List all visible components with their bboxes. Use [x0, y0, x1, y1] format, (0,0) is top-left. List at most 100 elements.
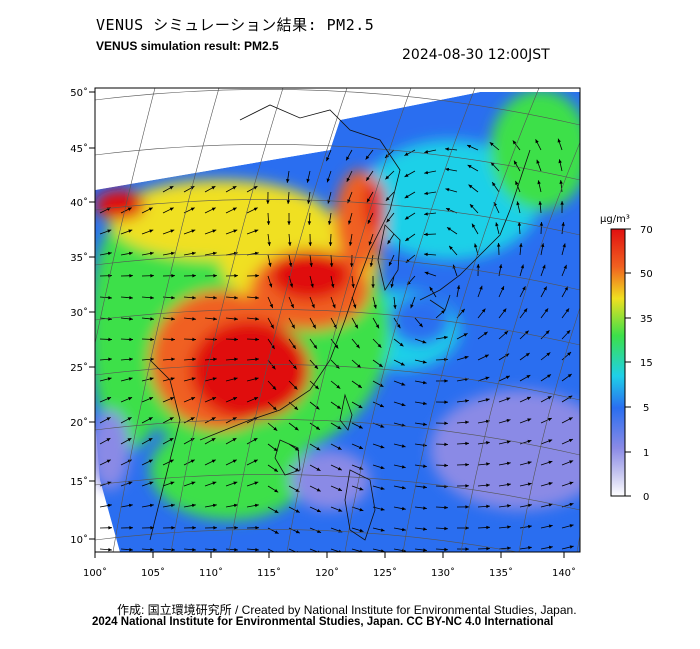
wind-arrowhead	[213, 357, 217, 362]
wind-arrowhead	[192, 274, 196, 278]
wind-arrowhead	[548, 545, 553, 550]
wind-arrowhead	[171, 547, 175, 552]
wind-arrowhead	[255, 317, 259, 321]
wind-arrowhead	[107, 229, 112, 233]
wind-arrowhead	[169, 207, 174, 211]
wind-arrowhead	[485, 376, 490, 380]
wind-arrowhead	[329, 263, 334, 267]
wind-arrowhead	[171, 274, 175, 278]
wind-arrowhead	[422, 380, 427, 385]
wind-arrowhead	[546, 352, 551, 357]
wind-arrowhead	[348, 220, 352, 225]
wind-arrowhead	[316, 508, 321, 513]
wind-arrowhead	[192, 295, 196, 300]
wind-arrowhead	[359, 445, 363, 449]
wind-arrowhead	[444, 357, 448, 362]
wind-arrowhead	[234, 274, 238, 278]
wind-arrowhead	[422, 401, 427, 406]
pm25-map: 100˚ 105˚ 110˚ 115˚ 120˚ 125˚ 130˚ 135˚ …	[70, 87, 652, 579]
wind-arrowhead	[273, 427, 278, 431]
wind-arrowhead	[148, 459, 153, 463]
wind-arrowhead	[212, 397, 217, 401]
wind-arrowhead	[540, 243, 545, 248]
wind-arrowhead	[338, 487, 343, 491]
wind-arrowhead	[526, 375, 531, 379]
wind-arrowhead	[326, 157, 330, 162]
wind-arrowhead	[348, 241, 353, 246]
wind-arrowhead	[316, 467, 321, 471]
wind-arrowhead	[424, 212, 428, 216]
wind-arrowhead	[401, 382, 406, 386]
wind-arrowhead	[192, 337, 196, 342]
wind-arrowhead	[506, 461, 511, 466]
lat-label-30: 30˚	[70, 307, 88, 319]
wind-arrowhead	[369, 262, 374, 267]
wind-arrowhead	[316, 446, 321, 451]
wind-arrowhead	[548, 460, 553, 465]
wind-arrowhead	[380, 424, 385, 428]
wind-arrowhead	[149, 481, 154, 485]
wind-arrowhead	[274, 488, 279, 493]
wind-arrowhead	[471, 223, 476, 228]
wind-arrowhead	[255, 357, 259, 362]
meridian-line	[228, 88, 348, 552]
wind-arrowhead	[359, 507, 364, 512]
colorbar-label-0: 0	[643, 492, 649, 503]
wind-arrowhead	[233, 503, 238, 508]
graticule	[95, 88, 580, 552]
wind-arrowhead	[149, 397, 154, 401]
wind-arrowhead	[386, 218, 391, 223]
wind-arrowhead	[306, 178, 310, 183]
wind-arrowhead	[528, 546, 532, 550]
title-english: VENUS simulation result: PM2.5	[96, 39, 279, 53]
wind-arrowhead	[294, 406, 299, 410]
wind-arrowhead	[234, 317, 238, 321]
wind-arrowhead	[524, 330, 529, 335]
wind-arrowhead	[564, 286, 568, 291]
wind-arrowhead	[129, 547, 133, 552]
wind-arrowhead	[106, 459, 111, 463]
wind-arrowhead	[445, 188, 450, 192]
lon-label-100: 100˚	[83, 567, 107, 579]
wind-arrowhead	[367, 219, 371, 224]
wind-arrowhead	[547, 417, 552, 422]
wind-arrowhead	[538, 201, 542, 205]
wind-arrowhead	[423, 422, 427, 426]
wind-arrowhead	[368, 241, 372, 246]
wind-arrowhead	[267, 242, 271, 246]
wind-arrowhead	[108, 295, 112, 300]
wind-arrowhead	[336, 405, 341, 409]
wind-arrowhead	[286, 179, 290, 183]
china-coastline	[199, 104, 401, 441]
wind-arrowhead	[444, 505, 448, 510]
wind-arrowhead	[336, 384, 341, 389]
wind-arrowhead	[271, 345, 275, 350]
wind-arrowhead	[490, 162, 495, 167]
wind-arrow	[330, 548, 342, 552]
wind-arrowhead	[234, 337, 238, 342]
wind-arrowhead	[359, 528, 364, 533]
wind-arrowhead	[486, 546, 490, 551]
wind-arrowhead	[150, 295, 154, 300]
lon-label-135: 135˚	[489, 567, 513, 579]
wind-arrowhead	[443, 335, 448, 340]
wind-arrowhead	[444, 547, 448, 552]
wind-arrowhead	[171, 526, 175, 530]
wind-arrowhead	[401, 527, 406, 532]
wind-arrowhead	[150, 317, 154, 321]
wind-arrowhead	[404, 152, 409, 156]
wind-arrowhead	[467, 144, 472, 149]
meridian-line	[576, 533, 580, 552]
wind-arrowhead	[424, 232, 428, 237]
wind-arrowhead	[129, 337, 133, 342]
wind-arrowhead	[286, 200, 291, 204]
wind-arrowhead	[423, 464, 427, 468]
wind-arrowhead	[465, 505, 469, 509]
wind-arrowhead	[149, 251, 154, 256]
wind-arrowhead	[190, 186, 195, 190]
latitude-labels: 50˚ 45˚ 40˚ 35˚ 30˚ 25˚ 20˚ 15˚ 10˚	[70, 87, 88, 546]
wind-arrowhead	[517, 222, 522, 226]
wind-arrowhead	[410, 304, 414, 309]
wind-arrowhead	[274, 530, 279, 534]
wind-arrowhead	[128, 397, 133, 401]
